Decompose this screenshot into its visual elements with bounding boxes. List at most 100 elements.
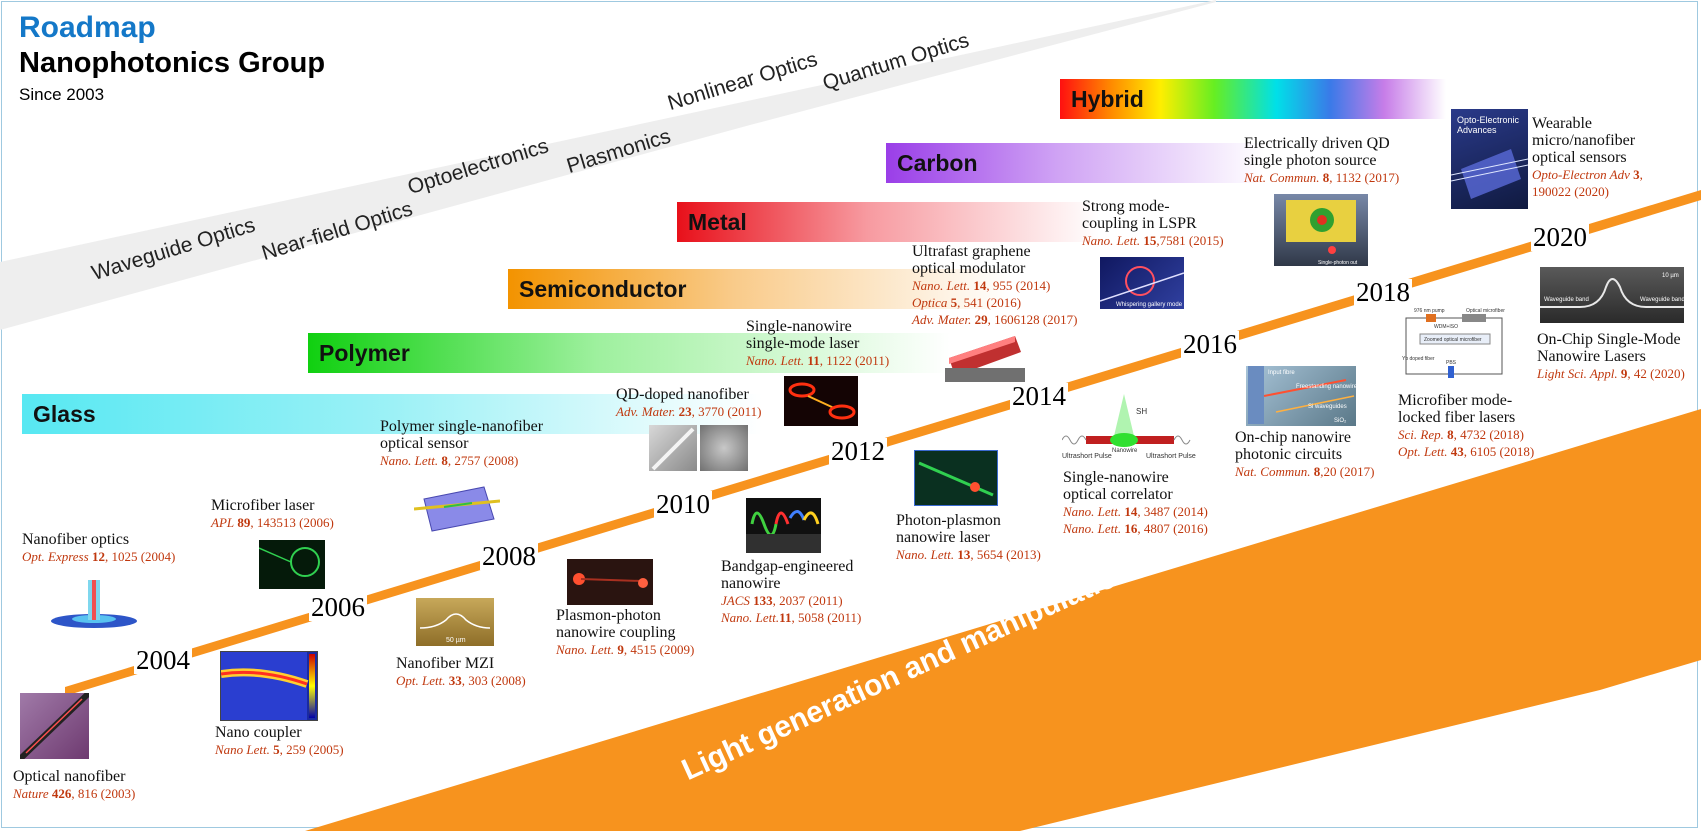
roadmap-title: Roadmap	[19, 11, 156, 44]
milestone-plasmon-photon: Plasmon-photon nanowire coupling Nano. L…	[556, 607, 694, 658]
year-2006: 2006	[309, 592, 367, 622]
correlator-sh-label: SH	[1136, 407, 1147, 416]
milestone-ref: Opt. Lett. 33, 303 (2008)	[396, 673, 526, 688]
photon-plasmon-laser-image	[914, 450, 998, 506]
milestone-title-line2: optical sensor	[380, 435, 469, 452]
milestone-single-mode-laser: Single-nanowire single-mode laser Nano. …	[746, 318, 889, 369]
milestone-onchip-lasers: On-Chip Single-Mode Nanowire Lasers Ligh…	[1537, 331, 1685, 382]
onchip-waveguide-left: Waveguide band	[1544, 297, 1589, 303]
milestone-polymer-sensor: Polymer single-nanofiber optical sensor …	[380, 418, 543, 469]
journal-cover-image: Opto-Electronic Advances	[1451, 109, 1528, 209]
milestone-title-line2: single photon source	[1244, 152, 1377, 169]
nanofiber-optics-image	[50, 578, 138, 628]
milestone-ref: Opt. Express 12, 1025 (2004)	[22, 549, 176, 564]
qd-source-image: Single-photon out	[1274, 194, 1368, 266]
milestone-title: Plasmon-photon	[556, 607, 661, 624]
milestone-title: Single-nanowire	[1063, 469, 1169, 486]
milestone-optical-nanofiber: Optical nanofiber Nature 426, 816 (2003)	[13, 768, 135, 802]
milestone-title: On-Chip Single-Mode	[1537, 331, 1681, 348]
year-2018: 2018	[1354, 277, 1412, 307]
group-title: Nanophotonics Group	[19, 47, 326, 79]
milestone-ref: Optica 5, 541 (2016)	[912, 295, 1022, 310]
milestone-ref: Nano. Lett. 9, 4515 (2009)	[556, 642, 695, 657]
mode-locked-wdm-label: WDM+ISO	[1434, 324, 1458, 330]
milestone-ref: Adv. Mater. 29, 1606128 (2017)	[912, 312, 1078, 327]
year-2012: 2012	[829, 436, 887, 466]
milestone-title-line3: optical sensors	[1532, 149, 1627, 166]
milestone-title: Optical nanofiber	[13, 768, 126, 785]
material-bar-carbon: Carbon	[886, 143, 1264, 183]
correlator-image: SH Ultrashort Pulse Nanowire Ultrashort Pul…	[1061, 392, 1196, 462]
research-fields-band	[0, 0, 1216, 330]
milestone-graphene-modulator: Ultrafast graphene optical modulator Nan…	[912, 243, 1078, 328]
milestone-title: Polymer single-nanofiber	[380, 418, 544, 435]
milestone-lspr: Strong mode- coupling in LSPR Nano. Lett…	[1082, 198, 1224, 249]
milestone-ref: Nano. Lett. 13, 5654 (2013)	[896, 547, 1041, 562]
milestone-bandgap: Bandgap-engineered nanowire JACS 133, 20…	[721, 558, 861, 626]
correlator-pulse-in: Ultrashort Pulse	[1062, 453, 1112, 460]
qd-doped-image-2	[700, 425, 748, 471]
onchip-waveguide-right: Waveguide band	[1640, 297, 1684, 303]
mode-locked-zoom-label: Zoomed optical microfiber	[1424, 337, 1482, 343]
year-2020: 2020	[1531, 222, 1589, 252]
milestone-wearable: Wearable micro/nanofiber optical sensors…	[1532, 115, 1643, 200]
circuits-freestanding-label: Freestanding nanowires	[1296, 384, 1356, 390]
milestone-qd-doped: QD-doped nanofiber Adv. Mater. 23, 3770 …	[616, 386, 762, 420]
milestone-ref: Nano. Lett. 16, 4807 (2016)	[1063, 521, 1208, 536]
milestone-title: Nano coupler	[215, 724, 302, 741]
milestone-ref: Light Sci. Appl. 9, 42 (2020)	[1537, 366, 1685, 381]
year-2016: 2016	[1181, 329, 1239, 359]
milestone-title-line2: nanowire	[721, 575, 781, 592]
milestone-title-line2: locked fiber lasers	[1398, 409, 1516, 426]
optical-nanofiber-image	[17, 690, 92, 762]
milestone-title: QD-doped nanofiber	[616, 386, 749, 403]
milestone-title: Microfiber mode-	[1398, 392, 1513, 409]
circuits-waveguides-label: Si waveguides	[1308, 404, 1347, 410]
milestone-ref: Sci. Rep. 8, 4732 (2018)	[1398, 427, 1525, 442]
onchip-scale-label: 10 µm	[1662, 273, 1679, 279]
milestone-nanofiber-optics: Nanofiber optics Opt. Express 12, 1025 (…	[22, 531, 175, 565]
milestone-ref: Nano. Lett. 14, 3487 (2014)	[1063, 504, 1208, 519]
milestone-microfiber-laser: Microfiber laser APL 89, 143513 (2006)	[211, 497, 334, 531]
material-bar-hybrid: Hybrid	[1060, 79, 1446, 119]
milestone-ref: Nature 426, 816 (2003)	[13, 786, 136, 801]
lspr-image: Whispering gallery mode	[1099, 257, 1185, 309]
milestone-title-line2: optical modulator	[912, 260, 1026, 277]
milestone-ref: JACS 133, 2037 (2011)	[721, 593, 843, 608]
nano-coupler-image	[220, 651, 318, 721]
milestone-title-line2: optical correlator	[1063, 486, 1173, 503]
milestone-onchip-circuits: On-chip nanowire photonic circuits Nat. …	[1235, 429, 1374, 480]
milestone-ref: Adv. Mater. 23, 3770 (2011)	[616, 404, 762, 419]
single-mode-laser-image	[784, 376, 858, 426]
correlator-nanowire-label: Nanowire	[1112, 448, 1138, 454]
year-2008: 2008	[480, 541, 538, 571]
milestone-nano-coupler: Nano coupler Nano Lett. 5, 259 (2005)	[215, 724, 344, 758]
year-2014: 2014	[1010, 381, 1068, 411]
milestone-ref: Nano. Lett. 14, 955 (2014)	[912, 278, 1051, 293]
milestone-ref: Nat. Commun. 8,20 (2017)	[1235, 464, 1375, 479]
milestone-ref: APL 89, 143513 (2006)	[211, 515, 334, 530]
year-2004: 2004	[134, 645, 192, 675]
milestone-title: Nanofiber optics	[22, 531, 130, 548]
milestone-mode-locked: Microfiber mode- locked fiber lasers Sci…	[1398, 392, 1534, 460]
graphene-modulator-image	[945, 328, 1025, 382]
since-label: Since 2003	[19, 85, 105, 104]
milestone-ref: Opt. Lett. 43, 6105 (2018)	[1398, 444, 1535, 459]
milestone-ref: Nano. Lett.11, 5058 (2011)	[721, 610, 862, 625]
milestone-title-line2: coupling in LSPR	[1082, 215, 1197, 232]
material-bar-semiconductor: Semiconductor	[508, 269, 1010, 309]
lspr-caption: Whispering gallery mode	[1116, 302, 1183, 308]
milestone-title: Bandgap-engineered	[721, 558, 854, 575]
milestone-correlator: Single-nanowire optical correlator Nano.…	[1063, 469, 1208, 537]
milestone-title: Microfiber laser	[211, 497, 315, 514]
milestone-title-line2: nanowire coupling	[556, 624, 676, 641]
material-bar-metal: Metal	[677, 202, 1099, 242]
qd-doped-image-1	[649, 425, 697, 471]
milestone-title-line2: single-mode laser	[746, 335, 860, 352]
onchip-lasers-image: Waveguide band Waveguide band 10 µm	[1540, 267, 1685, 323]
milestone-title-line2: nanowire laser	[896, 529, 990, 546]
year-2010: 2010	[654, 489, 712, 519]
journal-cover-title: Opto-Electronic Advances	[1457, 115, 1520, 135]
milestone-title-line2: photonic circuits	[1235, 446, 1343, 463]
plasmon-photon-image	[567, 559, 653, 605]
